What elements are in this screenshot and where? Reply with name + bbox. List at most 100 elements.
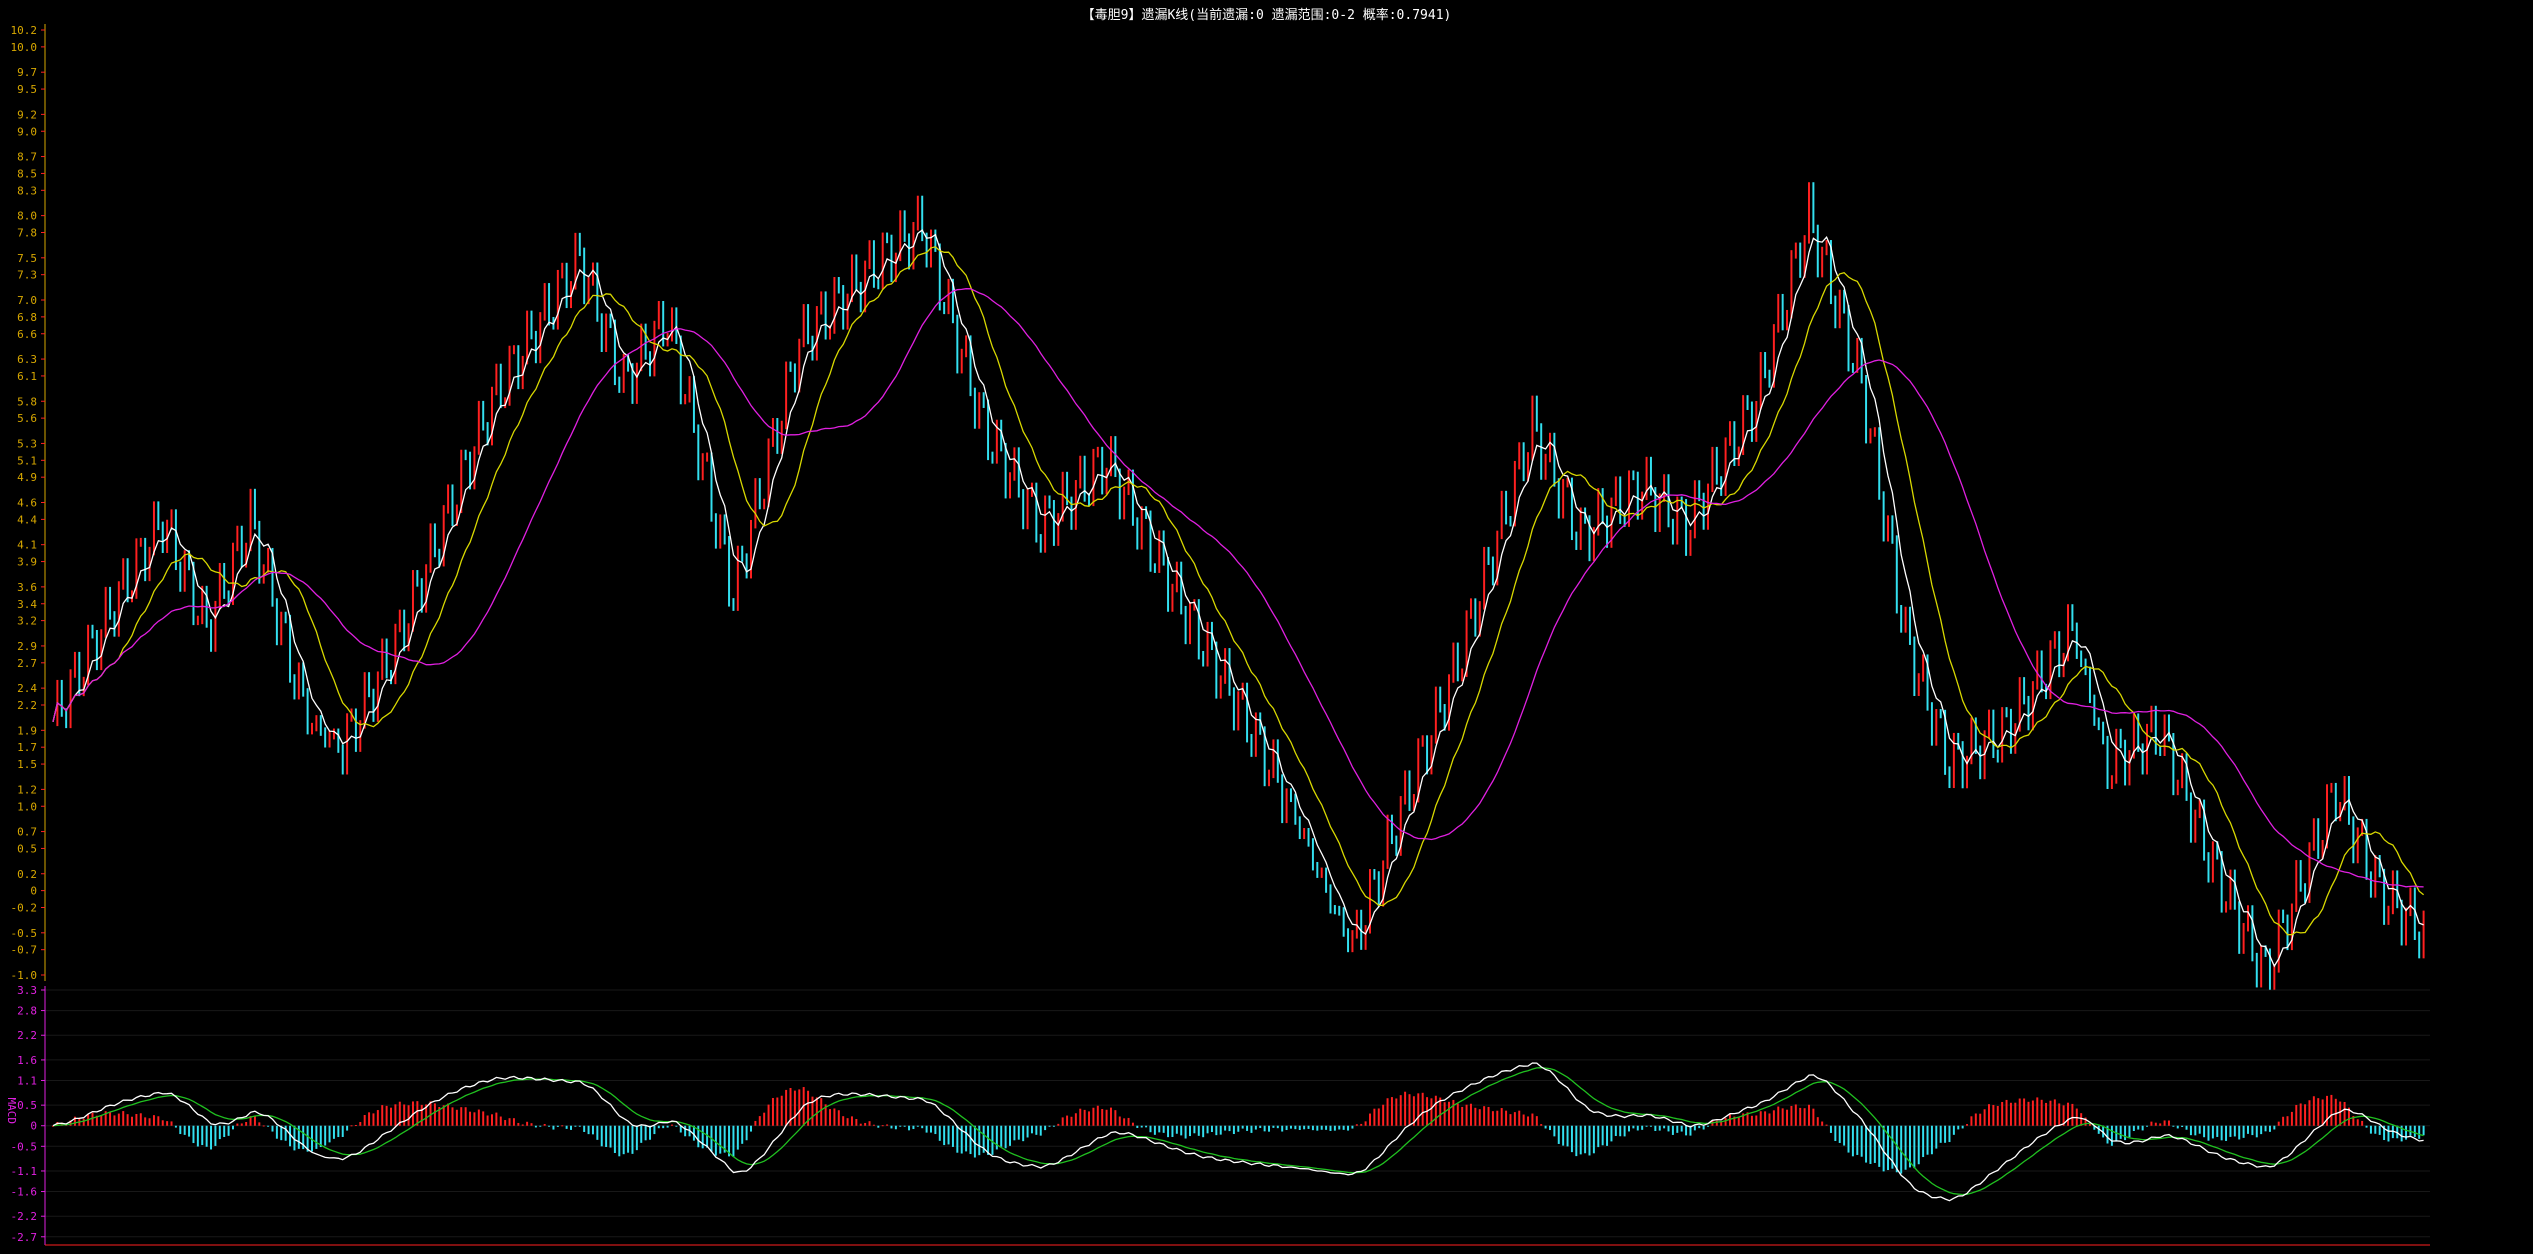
macd-hist-bar bbox=[1869, 1125, 1872, 1164]
macd-dea-line bbox=[52, 1067, 2424, 1196]
macd-hist-bar bbox=[1873, 1125, 1876, 1163]
macd-hist-bar bbox=[1513, 1112, 1516, 1126]
kline-bar bbox=[943, 302, 946, 315]
kline-bar bbox=[534, 330, 537, 364]
kline-bar bbox=[1878, 427, 1881, 500]
kline-bar bbox=[609, 313, 612, 329]
kline-bar bbox=[1215, 641, 1218, 699]
kline-bar bbox=[2075, 622, 2078, 659]
price-tick-label: 9.5 bbox=[17, 83, 37, 96]
kline-bar bbox=[1469, 598, 1472, 619]
macd-hist-bar bbox=[2334, 1098, 2337, 1126]
macd-hist-bar bbox=[1456, 1103, 1459, 1126]
macd-hist-bar bbox=[728, 1125, 731, 1157]
macd-hist-bar bbox=[1707, 1125, 1710, 1127]
kline-bar bbox=[2238, 901, 2241, 954]
kline-bar bbox=[2343, 776, 2346, 811]
macd-hist-bar bbox=[1750, 1115, 1753, 1126]
macd-hist-bar bbox=[2194, 1125, 2197, 1136]
macd-hist-bar bbox=[815, 1097, 818, 1126]
macd-hist-bar bbox=[776, 1097, 779, 1126]
macd-hist-bar bbox=[1039, 1125, 1042, 1136]
kline-bar bbox=[2242, 923, 2245, 954]
kline-bar bbox=[1035, 482, 1038, 543]
kline-bar bbox=[1676, 496, 1679, 545]
kline-bar bbox=[2181, 753, 2184, 789]
macd-hist-bar bbox=[2295, 1104, 2298, 1126]
price-tick-label: 8.5 bbox=[17, 167, 37, 180]
macd-hist-bar bbox=[1351, 1125, 1354, 1129]
macd-hist-bar bbox=[1671, 1125, 1674, 1135]
kline-bar bbox=[2207, 852, 2210, 883]
kline-bar bbox=[1619, 476, 1622, 524]
kline-bar bbox=[754, 478, 757, 529]
kline-bar bbox=[517, 345, 520, 390]
macd-hist-bar bbox=[1175, 1125, 1178, 1134]
kline-bar bbox=[271, 547, 274, 607]
macd-hist-bar bbox=[868, 1121, 871, 1126]
macd-hist-bar bbox=[1193, 1125, 1196, 1134]
macd-hist-bar bbox=[152, 1115, 155, 1126]
macd-hist-bar bbox=[723, 1125, 726, 1153]
macd-hist-bar bbox=[2198, 1125, 2201, 1134]
kline-bar bbox=[565, 262, 568, 309]
macd-hist-bar bbox=[258, 1122, 261, 1126]
kline-bar bbox=[1298, 816, 1301, 840]
macd-hist-bar bbox=[1926, 1125, 1929, 1155]
macd-hist-bar bbox=[1790, 1105, 1793, 1126]
macd-hist-bar bbox=[95, 1115, 98, 1126]
macd-hist-bar bbox=[1167, 1125, 1170, 1138]
macd-hist-bar bbox=[1733, 1116, 1736, 1126]
kline-bar bbox=[2383, 868, 2386, 925]
kline-bar bbox=[1197, 599, 1200, 660]
macd-hist-bar bbox=[2422, 1125, 2425, 1136]
kline-bar bbox=[249, 488, 252, 552]
kline-bar bbox=[2023, 677, 2026, 705]
macd-hist-bar bbox=[833, 1108, 836, 1126]
kline-bar bbox=[872, 240, 875, 288]
macd-hist-bar bbox=[2088, 1123, 2091, 1126]
kline-bar bbox=[591, 262, 594, 286]
macd-hist-bar bbox=[1922, 1125, 1925, 1158]
macd-hist-bar bbox=[2071, 1103, 2074, 1126]
kline-bar bbox=[578, 232, 581, 257]
macd-hist-bar bbox=[1250, 1125, 1253, 1133]
macd-hist-bar bbox=[1373, 1108, 1376, 1126]
kline-bar bbox=[227, 590, 230, 605]
macd-hist-bar bbox=[2365, 1125, 2368, 1128]
macd-hist-bar bbox=[1483, 1106, 1486, 1126]
kline-bar bbox=[1206, 621, 1209, 667]
kline-bar bbox=[1944, 709, 1947, 775]
macd-hist-bar bbox=[297, 1125, 300, 1149]
kline-bar bbox=[728, 536, 731, 607]
kline-bar bbox=[1667, 474, 1670, 528]
kline-bar bbox=[771, 417, 774, 447]
macd-hist-bar bbox=[758, 1116, 761, 1126]
kline-bar bbox=[1584, 507, 1587, 524]
kline-bar bbox=[2088, 666, 2091, 704]
price-tick-label: 2.9 bbox=[17, 640, 37, 653]
kline-bar bbox=[1246, 682, 1249, 743]
kline-bar bbox=[1566, 477, 1569, 488]
kline-bar bbox=[1518, 442, 1521, 470]
macd-hist-bar bbox=[1162, 1125, 1165, 1133]
macd-hist-bar bbox=[354, 1124, 357, 1126]
kline-bar bbox=[451, 484, 454, 526]
macd-hist-bar bbox=[745, 1125, 748, 1141]
kline-bar bbox=[170, 509, 173, 529]
macd-hist-bar bbox=[2150, 1121, 2153, 1126]
kline-bar bbox=[1702, 492, 1705, 530]
kline-bar bbox=[745, 553, 748, 579]
macd-hist-bar bbox=[1298, 1125, 1301, 1131]
macd-hist-bar bbox=[223, 1125, 226, 1137]
macd-hist-bar bbox=[1101, 1109, 1104, 1126]
macd-hist-bar bbox=[210, 1125, 213, 1150]
macd-hist-bar bbox=[1228, 1125, 1231, 1132]
macd-hist-bar bbox=[122, 1111, 125, 1126]
kline-bar bbox=[425, 564, 428, 613]
macd-hist-bar bbox=[1865, 1125, 1868, 1163]
macd-hist-bar bbox=[1974, 1113, 1977, 1126]
kline-bar bbox=[2299, 860, 2302, 892]
kline-bar bbox=[2225, 901, 2228, 913]
